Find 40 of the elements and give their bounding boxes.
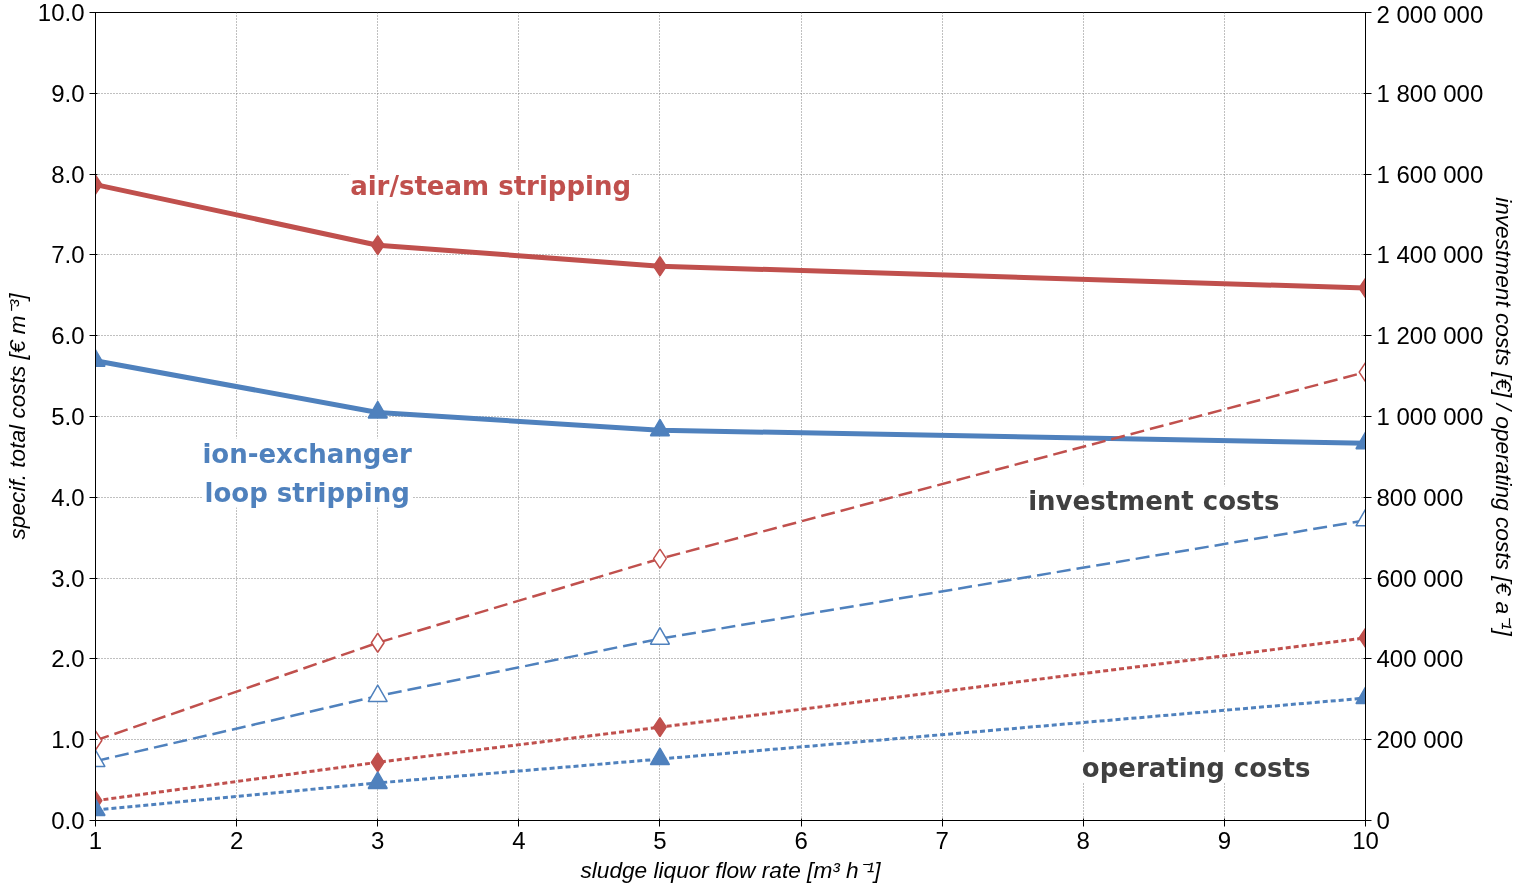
y-tick-label: 7.0 xyxy=(51,241,85,269)
y2-tick-label: 1 800 000 xyxy=(1376,79,1484,107)
x-axis-title: sludge liquor flow rate [m³ h⁻¹] xyxy=(580,856,882,883)
x-tick-label: 1 xyxy=(88,826,103,854)
y-axis-title: specif. total costs [€ m⁻³] xyxy=(3,292,30,540)
y-tick-label: 8.0 xyxy=(51,160,85,188)
y2-tick-label: 2 000 000 xyxy=(1376,0,1484,28)
x-tick-label: 3 xyxy=(371,826,385,854)
y2-tick-label: 1 600 000 xyxy=(1376,160,1484,188)
x-tick-label: 9 xyxy=(1217,826,1232,854)
point xyxy=(652,548,668,569)
x-tick-label: 2 xyxy=(229,826,244,854)
y-tick-label: 9.0 xyxy=(51,79,85,107)
y2-tick-label: 0 xyxy=(1376,807,1390,834)
x-tick-label: 4 xyxy=(512,826,526,854)
y-tick-label: 2.0 xyxy=(51,645,85,673)
x-tick-label: 5 xyxy=(653,826,667,854)
y2-tick-label: 800 000 xyxy=(1376,483,1464,511)
y-tick-label: 3.0 xyxy=(51,564,85,592)
y2-axis-title: investment costs [€] / operating costs [€ a⁻¹] xyxy=(1491,197,1518,637)
y-tick-label: 1.0 xyxy=(51,726,85,754)
y-tick-label: 6.0 xyxy=(51,322,85,350)
y2-tick-label: 400 000 xyxy=(1376,645,1464,673)
y-tick-label: 10.0 xyxy=(37,0,85,26)
x-tick-label: 10 xyxy=(1352,826,1379,854)
y2-tick-label: 200 000 xyxy=(1376,726,1464,754)
y2-tick-label: 600 000 xyxy=(1376,564,1464,592)
x-tick-label: 6 xyxy=(794,826,808,854)
y-tick-label: 0.0 xyxy=(51,807,85,834)
y2-tick-label: 1 200 000 xyxy=(1376,322,1484,350)
series-label: air/steam stripping xyxy=(350,171,632,202)
y-tick-label: 5.0 xyxy=(51,403,85,430)
annotation: investment costs xyxy=(1028,486,1280,517)
y2-tick-label: 1 400 000 xyxy=(1376,241,1484,269)
x-tick-label: 7 xyxy=(935,826,949,854)
series-label: ion-exchanger loop stripping xyxy=(202,438,413,508)
x-tick-label: 8 xyxy=(1076,826,1090,854)
annotation: operating costs xyxy=(1081,752,1311,783)
y-tick-label: 4.0 xyxy=(51,483,85,511)
y2-tick-label: 1 000 000 xyxy=(1376,403,1484,430)
